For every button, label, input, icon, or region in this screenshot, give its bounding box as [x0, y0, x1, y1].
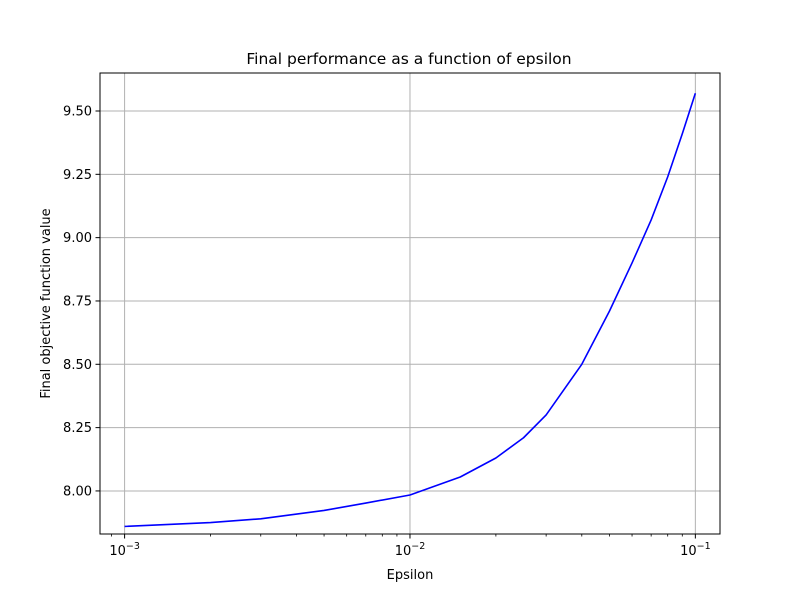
x-tick-label-base: 10 [395, 544, 412, 559]
x-tick-label: 10−2 [395, 541, 426, 559]
x-tick-label: 10−3 [109, 541, 140, 559]
series-layer [124, 93, 697, 528]
x-tick-label: 10−1 [680, 541, 711, 559]
y-tick-label: 8.25 [63, 421, 92, 436]
x-tick-label-exponent: −2 [411, 541, 425, 552]
y-tick-label: 9.50 [63, 104, 92, 119]
y-tick-label: 8.00 [63, 484, 92, 499]
y-tick-label: 8.75 [63, 294, 92, 309]
y-tick-label: 9.25 [63, 168, 92, 183]
y-axis-label: Final objective function value [39, 208, 54, 398]
x-tick-label-base: 10 [109, 544, 126, 559]
x-axis-label: Epsilon [387, 568, 434, 583]
x-tick-label-exponent: −1 [697, 541, 711, 552]
x-tick-label-exponent: −3 [126, 541, 140, 552]
chart-title: Final performance as a function of epsil… [246, 50, 571, 68]
grid-lines [100, 73, 720, 534]
y-tick-label: 8.50 [63, 358, 92, 373]
x-tick-label-base: 10 [680, 544, 697, 559]
axis-ticks: 10−3 10−2 10−18.008.258.508.759.009.259.50 [63, 104, 711, 559]
y-tick-label: 9.00 [63, 231, 92, 246]
series-line [124, 93, 697, 528]
